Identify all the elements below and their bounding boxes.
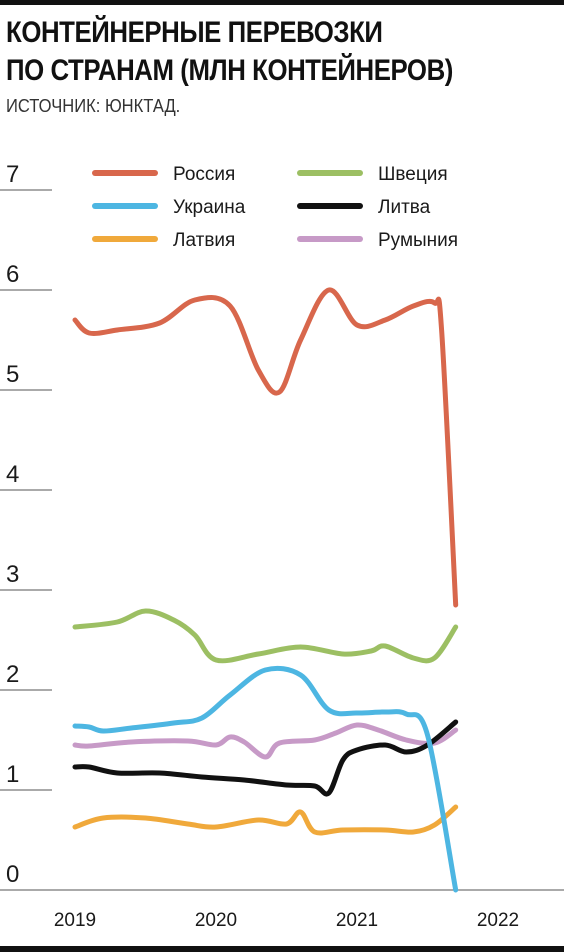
chart-title-line-2: ПО СТРАНАМ (МЛН КОНТЕЙНЕРОВ) (6, 54, 453, 87)
legend-label-lithuania: Литва (378, 197, 431, 218)
legend-label-sweden: Швеция (378, 164, 448, 185)
y-tick-label-3: 3 (6, 561, 19, 588)
x-tick-label-2022: 2022 (477, 910, 519, 931)
legend-label-romania: Румыния (378, 230, 458, 251)
series-line-romania (72, 722, 459, 760)
chart-source: ИСТОЧНИК: ЮНКТАД. (6, 96, 181, 116)
series-line-ukraine (72, 665, 459, 893)
x-tick-label-2020: 2020 (195, 910, 237, 931)
bottom-rule (0, 946, 564, 952)
y-tick-label-7: 7 (6, 161, 19, 188)
series-line-russia (72, 287, 459, 608)
y-tick-label-1: 1 (6, 761, 19, 788)
series-line-sweden (72, 608, 459, 664)
x-tick-label-2021: 2021 (336, 910, 378, 931)
y-tick-label-0: 0 (6, 861, 19, 888)
top-rule (0, 0, 564, 5)
y-tick-label-4: 4 (6, 461, 19, 488)
legend-label-latvia: Латвия (173, 230, 235, 251)
chart-title: КОНТЕЙНЕРНЫЕ ПЕРЕВОЗКИ ПО СТРАНАМ (МЛН К… (6, 14, 564, 90)
y-tick-label-6: 6 (6, 261, 19, 288)
series-line-lithuania (72, 719, 459, 797)
y-tick-label-5: 5 (6, 361, 19, 388)
legend-label-ukraine: Украина (173, 197, 246, 218)
y-tick-label-2: 2 (6, 661, 19, 688)
chart-title-line-1: КОНТЕЙНЕРНЫЕ ПЕРЕВОЗКИ (6, 16, 383, 49)
legend-label-russia: Россия (173, 164, 235, 185)
x-tick-label-2019: 2019 (54, 910, 96, 931)
series-line-latvia (72, 804, 459, 836)
